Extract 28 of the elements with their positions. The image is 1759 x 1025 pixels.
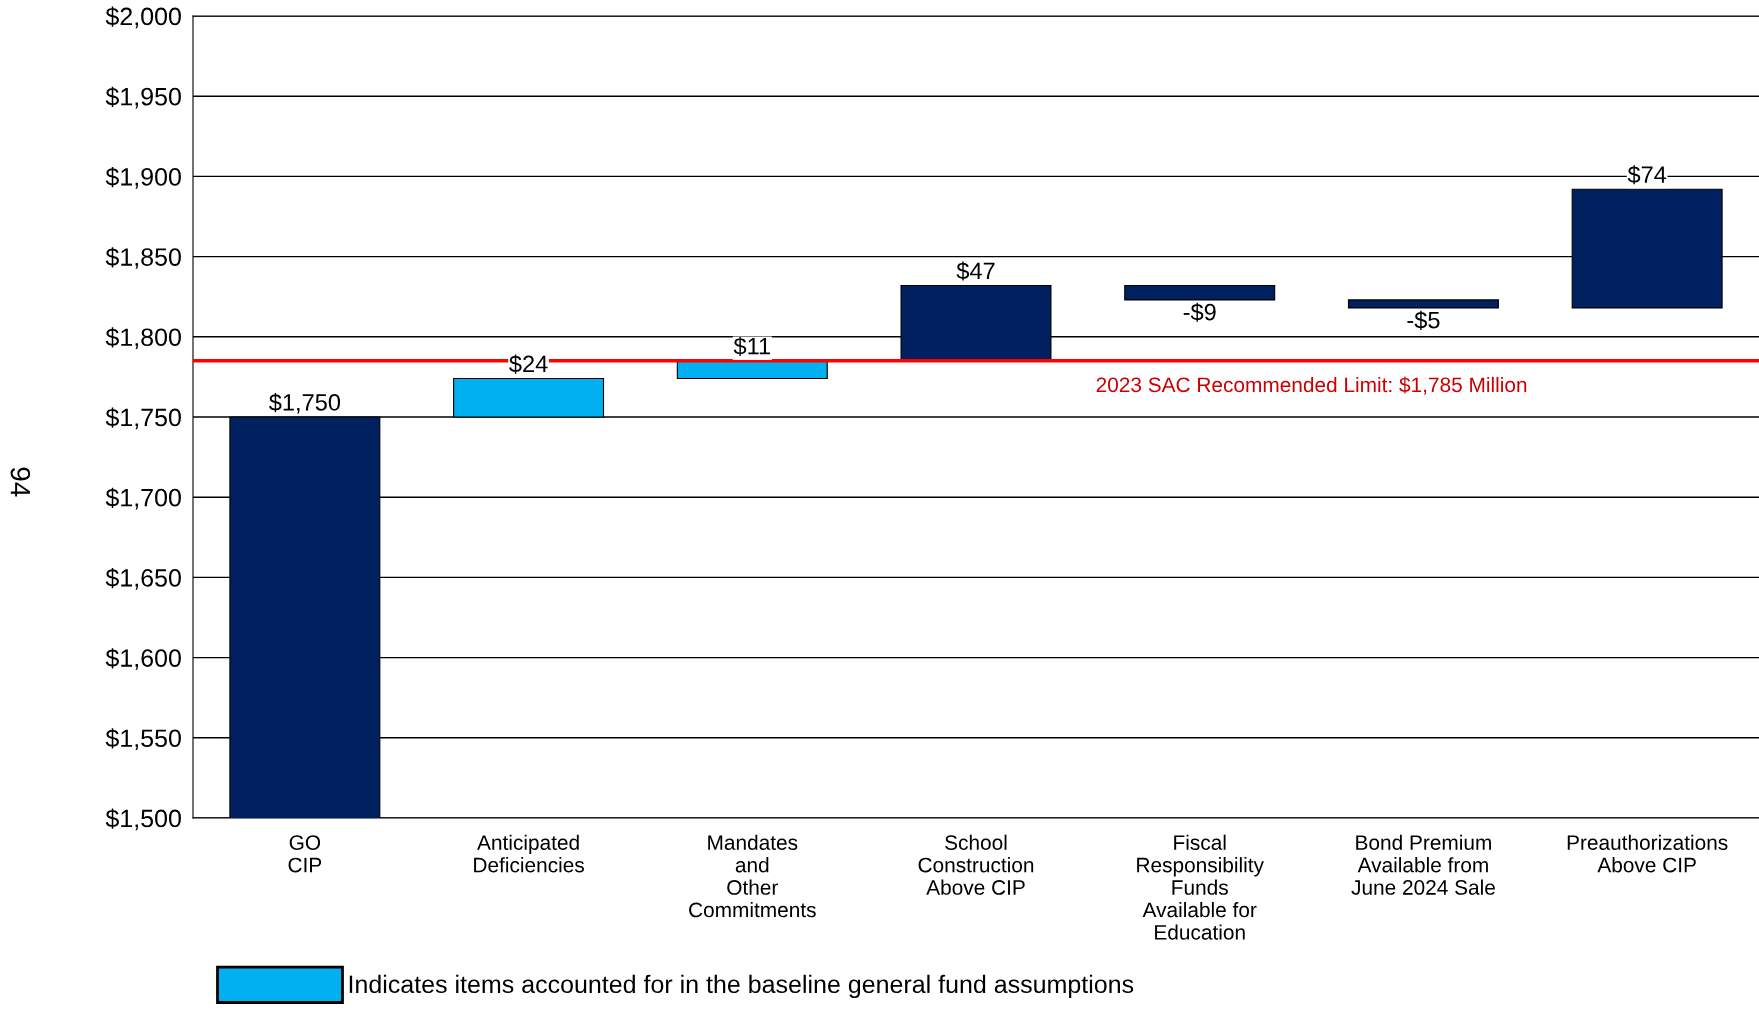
y-tick-label: $1,900 <box>105 166 181 189</box>
y-tick-label: $1,850 <box>105 247 181 269</box>
x-tick-label: Mandates and Other Commitments <box>689 834 816 918</box>
y-tick-label: $1,650 <box>105 567 181 590</box>
data-label: $1,750 <box>269 393 341 414</box>
data-label: $47 <box>956 261 995 281</box>
data-label: $24 <box>509 354 548 374</box>
y-tick-label: $1,550 <box>105 728 181 751</box>
data-label: -$5 <box>1407 310 1440 330</box>
legend-label: Indicates items accounted for in the baseline general fund assumptions <box>349 974 1134 999</box>
x-tick-label: Preauthorizations Above CIP <box>1567 834 1728 873</box>
y-tick-label: $2,000 <box>105 6 181 29</box>
y-tick-label: $1,500 <box>105 808 181 831</box>
text: 94 <box>10 467 31 497</box>
x-tick-label: Bond Premium Available from June 2024 Sale <box>1351 834 1495 895</box>
x-tick-label: GO CIP <box>288 835 322 873</box>
data-label: $11 <box>733 336 770 356</box>
data-label: $74 <box>1627 165 1667 185</box>
y-tick-label: $1,800 <box>105 327 181 350</box>
data-label: -$9 <box>1183 302 1216 322</box>
y-tick-label: $1,700 <box>105 487 181 510</box>
y-tick-label: $1,600 <box>105 648 181 670</box>
x-tick-label: Fiscal Responsibility Funds Available for Education <box>1137 834 1264 940</box>
y-tick-label: $1,950 <box>105 86 181 109</box>
ref-line-label: 2023 SAC Recommended Limit: $1,785 Million <box>1096 376 1527 395</box>
y-tick-label: $1,750 <box>105 407 181 430</box>
x-tick-label: School Construction Above CIP <box>918 834 1034 895</box>
x-tick-label: Anticipated Deficiencies <box>474 834 584 873</box>
